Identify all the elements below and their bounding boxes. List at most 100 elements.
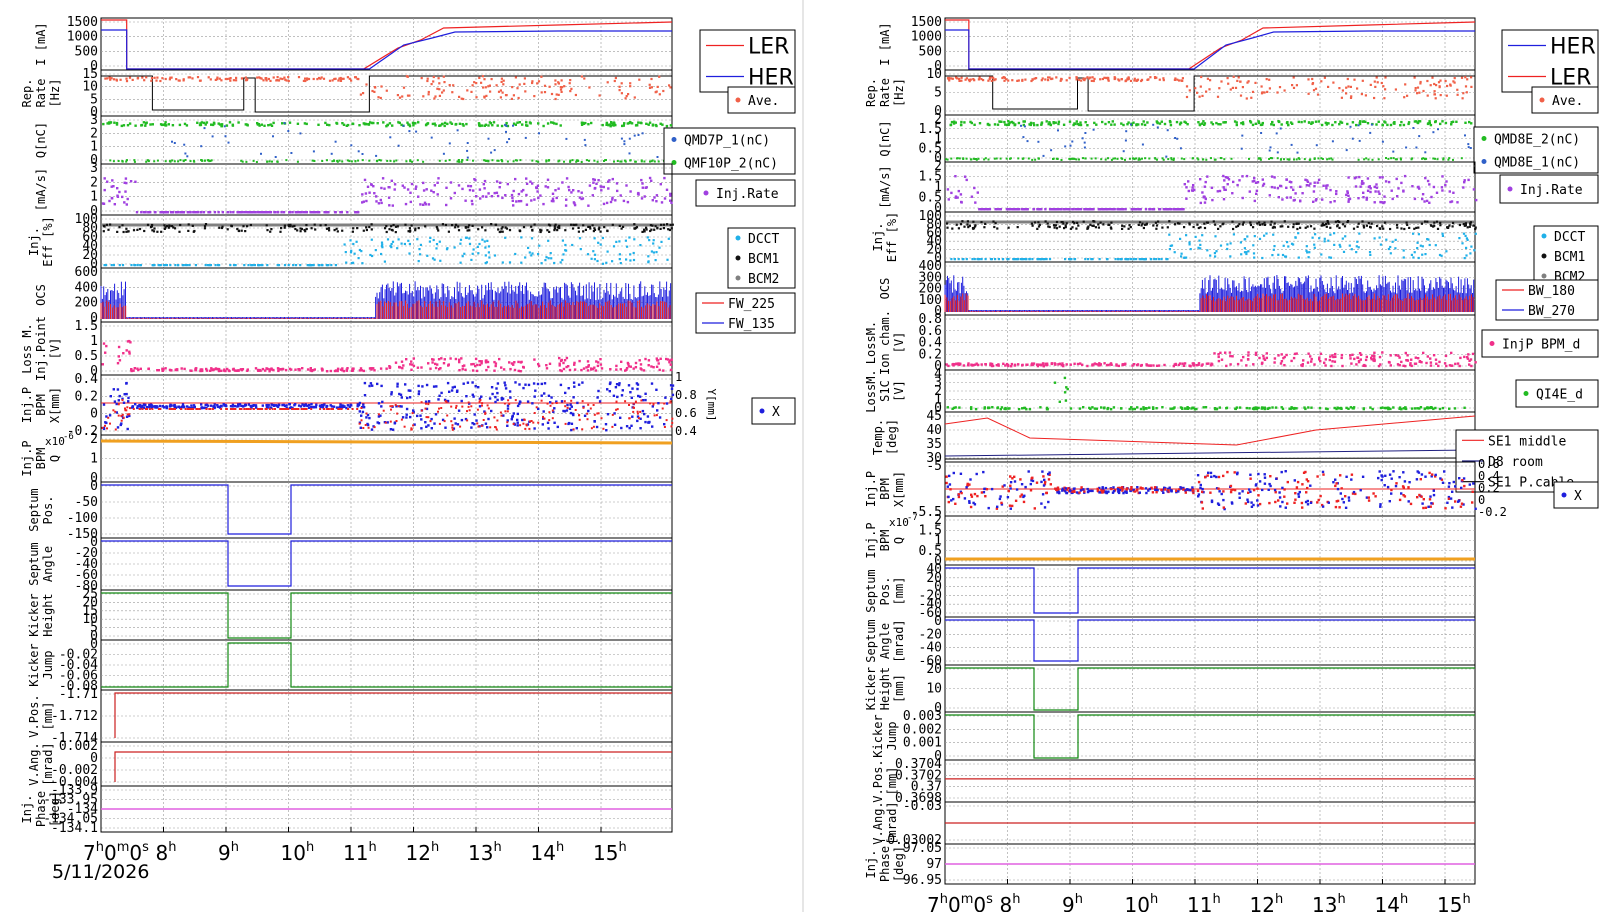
- bpm-x-blue-dots-pt: [448, 390, 451, 393]
- q-green-low-dots-pt: [955, 157, 958, 160]
- eff-dcct-dots-pt: [397, 238, 400, 241]
- rate-ave-dots-pt: [1107, 79, 1110, 82]
- inj-rate-dots-pt: [264, 211, 267, 214]
- q-blue-dots: [171, 122, 659, 159]
- eff-bcm1-dots-pt: [299, 230, 302, 233]
- inj-rate-dots-pt: [1236, 183, 1239, 187]
- bpm-x-blue-dots-pt: [340, 406, 344, 409]
- bpm-x-red-dots-pt: [468, 409, 471, 412]
- inj-rate-dots-pt: [387, 196, 391, 199]
- rate-ave-dots-pt: [259, 77, 262, 80]
- rate-ave-dots-pt: [1107, 76, 1110, 79]
- eff-bcm1-dots-pt: [645, 228, 648, 231]
- eff-dcct-dots-pt: [105, 264, 108, 267]
- rate-ave-dots-pt: [150, 79, 153, 82]
- eff-bcm1-dots-pt: [152, 230, 156, 233]
- eff-dcct-dots-pt: [477, 252, 480, 255]
- inj-rate-dots-pt: [1391, 197, 1394, 201]
- q-blue-dots-pt: [1269, 146, 1272, 149]
- y-axis-label: OCS: [34, 284, 48, 306]
- q-green-dots-pt: [1143, 123, 1147, 127]
- bpm-x-blue-dots-pt: [307, 406, 311, 409]
- bpm-x-blue-dots-pt: [490, 386, 494, 389]
- q-green-dots-pt: [1005, 123, 1009, 127]
- bpm-x-blue-dots-pt: [663, 423, 666, 426]
- rate-ave-dots-pt: [458, 95, 461, 98]
- rate-ave-dots-pt: [497, 90, 501, 93]
- inj-rate-dots-pt: [517, 200, 521, 203]
- eff-bcm1-dots-pt: [328, 229, 331, 232]
- bpm-x-red-dots-pt: [566, 406, 569, 409]
- q-green-low-dots-pt: [1084, 157, 1087, 160]
- q-green-dots-pt: [1219, 123, 1222, 126]
- bpm-x-blue-dots-pt: [573, 385, 576, 388]
- rate-ave-dots-pt: [505, 94, 508, 97]
- rate-ave-dots-pt: [554, 97, 557, 101]
- q-green-low-dots-pt: [1309, 158, 1312, 161]
- loss-dots-pt: [458, 360, 461, 364]
- inj-rate-dots-pt: [1357, 197, 1360, 200]
- loss-dots-pt: [647, 364, 650, 367]
- rate-ave-dots-pt: [1453, 77, 1456, 80]
- rate-ave-dots-pt: [1278, 86, 1282, 89]
- inj-rate-dots-pt: [1203, 201, 1207, 204]
- q-green-low-dots-pt: [958, 157, 961, 160]
- q-green-dots-pt: [1045, 120, 1048, 123]
- q-green-low-dots-pt: [395, 159, 398, 162]
- rate-ave-dots-pt: [359, 93, 362, 96]
- bpm-x-red-dots-pt: [205, 408, 208, 410]
- eff-dcct-dots-pt: [488, 256, 491, 259]
- bpm-x-red-dots-pt: [578, 414, 580, 417]
- x-tick-unit: h: [493, 840, 501, 855]
- bpm-x-blue-dots-pt: [636, 387, 639, 391]
- rate-ave-dots-pt: [338, 77, 341, 80]
- bpm-x-blue-dots-pt: [420, 427, 423, 430]
- inj-rate-dots-pt: [101, 202, 105, 205]
- bpm-x-blue-dots-pt: [363, 381, 367, 385]
- q-green-dots-pt: [608, 123, 611, 126]
- y-tick-label: 3: [90, 113, 98, 128]
- legend-dot-swatch: [735, 97, 741, 103]
- rate-ave-dots-pt: [618, 89, 621, 92]
- rate-ave-dots-pt: [489, 90, 492, 93]
- rate-ave-dots-pt: [625, 95, 628, 98]
- rate-ave-dots-pt: [1452, 80, 1455, 83]
- bpm-x-blue-dots-pt: [108, 414, 112, 417]
- y-tick-label: 2: [934, 159, 942, 174]
- rate-ave-dots-pt: [1426, 79, 1429, 83]
- inj-rate-dots-pt: [1475, 198, 1478, 202]
- bpm-x-red-dots-pt: [238, 408, 241, 410]
- inj-rate-dots-pt: [471, 202, 474, 206]
- q-green-dots-pt: [1203, 122, 1207, 125]
- rate-ave-dots-pt: [269, 79, 272, 82]
- eff-dcct-dots-pt: [174, 264, 177, 267]
- q-green-low-dots-pt: [537, 160, 540, 163]
- eff-dcct-dots-pt: [292, 264, 295, 267]
- bpm-x-red-dots-pt: [285, 408, 288, 410]
- inj-rate-dots-pt: [611, 198, 614, 201]
- y-tick-label: 0: [90, 59, 98, 74]
- inj-rate-dots-pt: [375, 195, 378, 198]
- bpm-x-blue-dots-pt: [339, 403, 342, 406]
- inj-rate-dots-pt: [192, 211, 195, 214]
- q-green-low-dots-pt: [1120, 157, 1123, 160]
- loss-dots-pt: [494, 362, 498, 365]
- rate-ave-dots-pt: [169, 76, 172, 79]
- loss-dots-pt: [368, 367, 372, 370]
- inj-rate-dots-pt: [1368, 185, 1371, 188]
- bpm-x-red-dots-pt: [188, 408, 191, 410]
- y-tick-label: -150: [67, 527, 98, 542]
- inj-rate-dots-pt: [1204, 180, 1207, 184]
- y-tick-label: 10: [82, 612, 98, 627]
- inj-rate-dots-pt: [1007, 208, 1011, 211]
- eff-dcct-dots-pt: [361, 262, 364, 265]
- legend-box: [751, 397, 796, 425]
- bpm-x-blue-dots-pt: [346, 404, 350, 407]
- loss-dots-pt: [261, 367, 265, 371]
- loss-dots-pt: [429, 367, 432, 370]
- loss-dots-pt: [336, 369, 339, 373]
- x-tick-unit: h: [168, 840, 176, 855]
- q-green-dots-pt: [200, 121, 204, 124]
- q-green-low-dots-pt: [1371, 158, 1374, 161]
- eff-bcm1-dots-pt: [659, 227, 662, 230]
